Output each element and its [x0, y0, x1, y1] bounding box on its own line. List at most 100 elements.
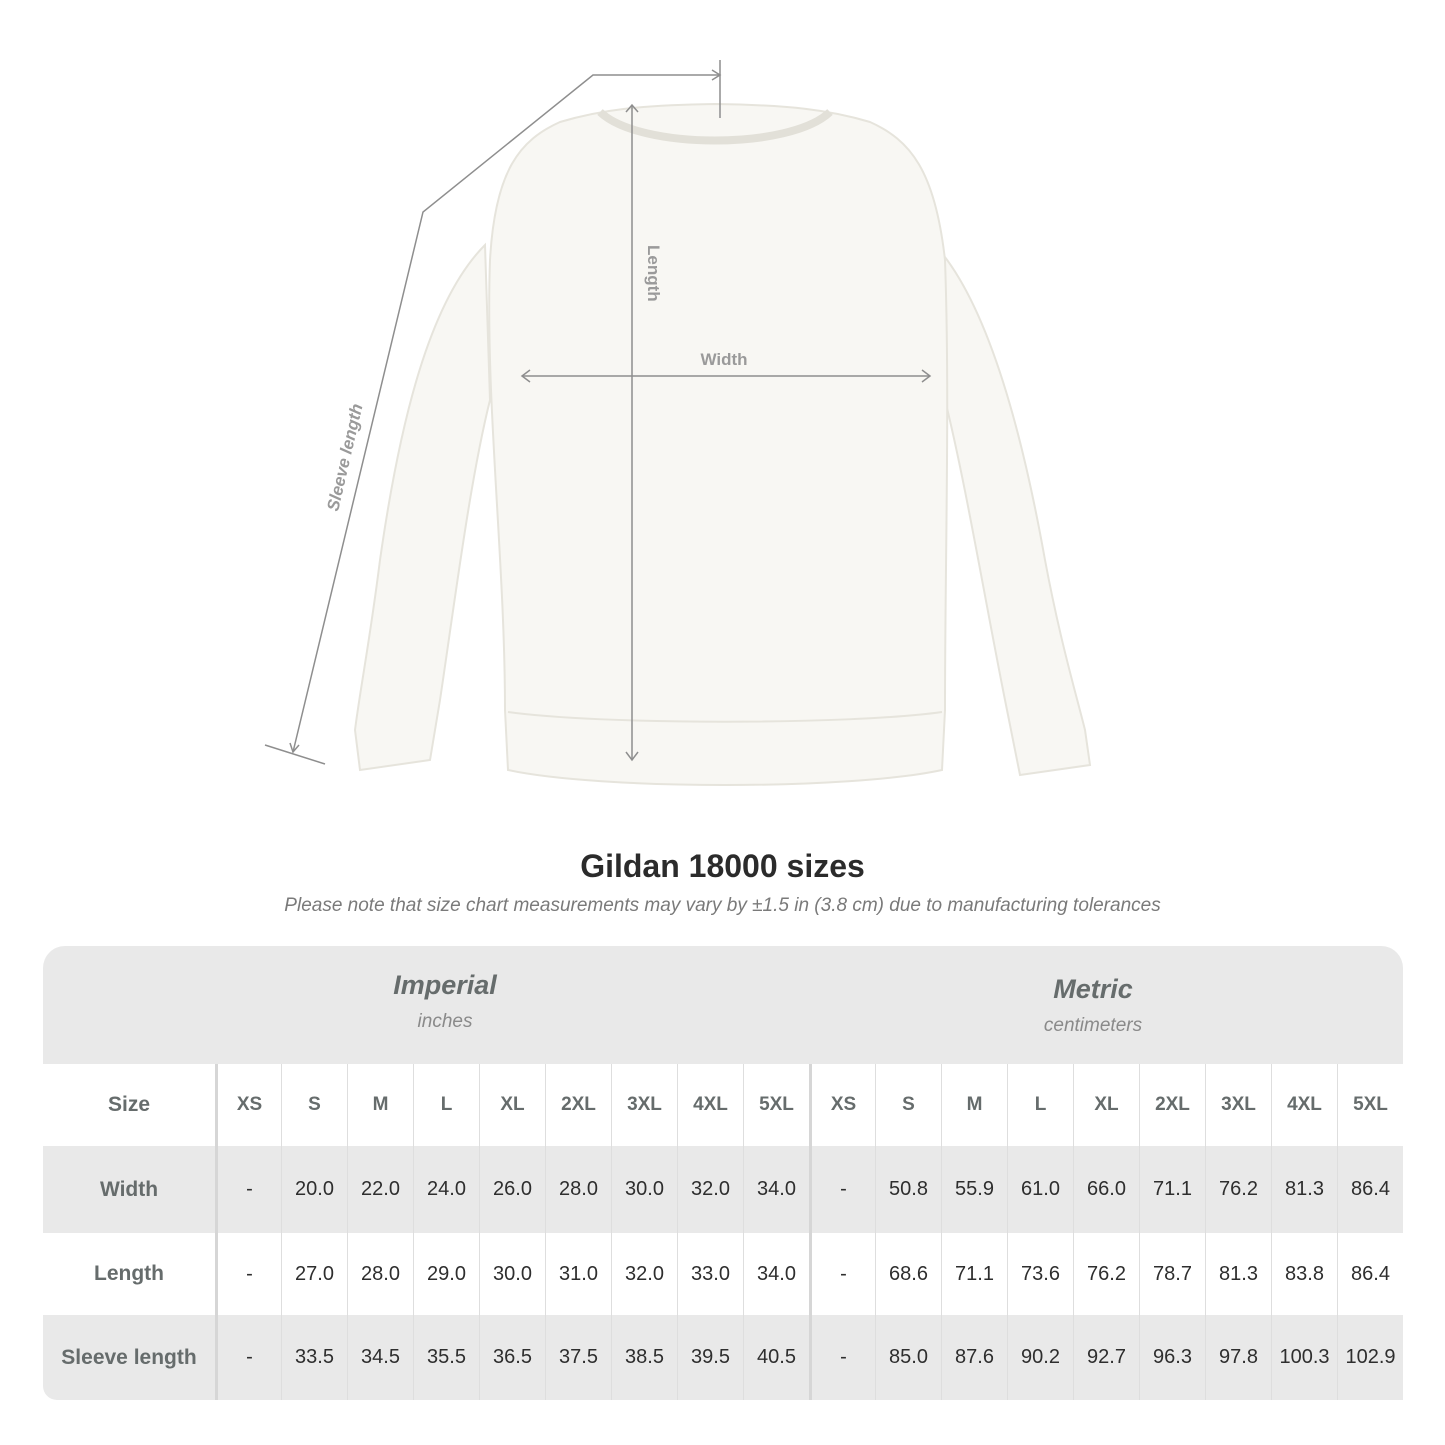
size-column-header: XS	[215, 1064, 281, 1146]
imperial-value-cell: 32.0	[677, 1146, 743, 1233]
imperial-value-cell: 26.0	[479, 1146, 545, 1233]
imperial-value-cell: 33.5	[281, 1315, 347, 1400]
imperial-value-cell: 34.5	[347, 1315, 413, 1400]
imperial-value-cell: 22.0	[347, 1146, 413, 1233]
metric-value-cell: -	[809, 1315, 875, 1400]
width-label: Width	[700, 350, 747, 369]
imperial-value-cell: 30.0	[611, 1146, 677, 1233]
metric-value-cell: 83.8	[1271, 1233, 1337, 1315]
waistband	[507, 711, 943, 723]
metric-value-cell: 76.2	[1205, 1146, 1271, 1233]
metric-value-cell: 81.3	[1205, 1233, 1271, 1315]
metric-value-cell: 61.0	[1007, 1146, 1073, 1233]
metric-value-cell: 92.7	[1073, 1315, 1139, 1400]
sweatshirt-illustration: Length Width Sleeve length	[264, 60, 1092, 786]
metric-value-cell: -	[809, 1233, 875, 1315]
imperial-value-cell: 20.0	[281, 1146, 347, 1233]
metric-value-cell: 78.7	[1139, 1233, 1205, 1315]
size-column-header: XS	[809, 1064, 875, 1146]
body	[488, 102, 949, 786]
imperial-value-cell: -	[215, 1315, 281, 1400]
size-column-header: 2XL	[1139, 1064, 1205, 1146]
imperial-value-cell: 24.0	[413, 1146, 479, 1233]
size-column-header: S	[281, 1064, 347, 1146]
imperial-value-cell: 39.5	[677, 1315, 743, 1400]
metric-value-cell: 55.9	[941, 1146, 1007, 1233]
size-column-header: 3XL	[611, 1064, 677, 1146]
metric-value-cell: 100.3	[1271, 1315, 1337, 1400]
collar	[597, 108, 833, 145]
row-label: Width	[99, 1177, 159, 1201]
tolerance-note: Please note that size chart measurements…	[284, 895, 1161, 916]
row-label: Sleeve length	[61, 1345, 197, 1369]
imperial-value-cell: 31.0	[545, 1233, 611, 1315]
page-title: Gildan 18000 sizes	[580, 848, 865, 884]
metric-value-cell: 66.0	[1073, 1146, 1139, 1233]
imperial-value-cell: 34.0	[743, 1233, 809, 1315]
metric-heading: Metric	[1053, 974, 1133, 1004]
metric-value-cell: 87.6	[941, 1315, 1007, 1400]
size-table: Imperial inches Metric centimeters Size X…	[43, 946, 1403, 1400]
size-column-header: XL	[479, 1064, 545, 1146]
right-sleeve	[933, 242, 1092, 777]
metric-value-cell: 50.8	[875, 1146, 941, 1233]
imperial-value-cell: 36.5	[479, 1315, 545, 1400]
left-sleeve	[353, 242, 492, 772]
size-column-header: 5XL	[1337, 1064, 1403, 1146]
sweatshirt	[353, 102, 1092, 786]
size-column-header: 3XL	[1205, 1064, 1271, 1146]
imperial-unit: inches	[417, 1011, 473, 1032]
imperial-value-cell: 37.5	[545, 1315, 611, 1400]
metric-value-cell: 86.4	[1337, 1146, 1403, 1233]
metric-value-cell: 71.1	[941, 1233, 1007, 1315]
imperial-value-cell: -	[215, 1233, 281, 1315]
imperial-value-cell: 35.5	[413, 1315, 479, 1400]
imperial-heading: Imperial	[393, 970, 497, 1000]
imperial-value-cell: -	[215, 1146, 281, 1233]
row-label: Length	[94, 1262, 164, 1285]
size-header-row: Size XS S M L XL 2XL 3XL 4XL 5XL XS S M L XL 2XL 3XL 4XL 5…	[43, 1064, 1403, 1146]
metric-value-cell: 102.9	[1337, 1315, 1403, 1400]
metric-header: Metric centimeters	[753, 974, 1433, 1037]
measure-lines	[264, 60, 932, 765]
sleeve-length-label: Sleeve length	[323, 402, 366, 513]
imperial-value-cell: 30.0	[479, 1233, 545, 1315]
imperial-value-cell: 27.0	[281, 1233, 347, 1315]
size-column-header: M	[941, 1064, 1007, 1146]
imperial-value-cell: 33.0	[677, 1233, 743, 1315]
imperial-value-cell: 28.0	[347, 1233, 413, 1315]
metric-value-cell: 81.3	[1271, 1146, 1337, 1233]
table-row: Sleeve length -33.5 34.5 35.5 36.5 37.5 38.5 39…	[43, 1315, 1403, 1400]
metric-value-cell: -	[809, 1146, 875, 1233]
metric-value-cell: 97.8	[1205, 1315, 1271, 1400]
imperial-value-cell: 34.0	[743, 1146, 809, 1233]
size-column-header: XL	[1073, 1064, 1139, 1146]
size-column-header: 4XL	[1271, 1064, 1337, 1146]
metric-value-cell: 90.2	[1007, 1315, 1073, 1400]
length-label: Length	[644, 245, 663, 302]
size-column-header: L	[413, 1064, 479, 1146]
table-row: Width -20.0 22.0 24.0 26.0 28.0 30.0 32.0 34.0-5…	[43, 1146, 1403, 1233]
imperial-value-cell: 28.0	[545, 1146, 611, 1233]
metric-value-cell: 71.1	[1139, 1146, 1205, 1233]
imperial-value-cell: 29.0	[413, 1233, 479, 1315]
size-column-header: 5XL	[743, 1064, 809, 1146]
metric-value-cell: 85.0	[875, 1315, 941, 1400]
size-column-header: 2XL	[545, 1064, 611, 1146]
table-row: Length -27.0 28.0 29.0 30.0 31.0 32.0 33.0 34.0-…	[43, 1233, 1403, 1315]
size-column-header: 4XL	[677, 1064, 743, 1146]
size-column-header: S	[875, 1064, 941, 1146]
row-label: Size	[107, 1093, 151, 1116]
metric-value-cell: 96.3	[1139, 1315, 1205, 1400]
unit-header: Imperial inches Metric centimeters	[43, 946, 1403, 1064]
imperial-value-cell: 40.5	[743, 1315, 809, 1400]
imperial-value-cell: 32.0	[611, 1233, 677, 1315]
imperial-value-cell: 38.5	[611, 1315, 677, 1400]
imperial-header: Imperial inches	[105, 970, 785, 1033]
metric-value-cell: 73.6	[1007, 1233, 1073, 1315]
metric-value-cell: 86.4	[1337, 1233, 1403, 1315]
size-column-header: M	[347, 1064, 413, 1146]
metric-value-cell: 76.2	[1073, 1233, 1139, 1315]
metric-value-cell: 68.6	[875, 1233, 941, 1315]
size-column-header: L	[1007, 1064, 1073, 1146]
